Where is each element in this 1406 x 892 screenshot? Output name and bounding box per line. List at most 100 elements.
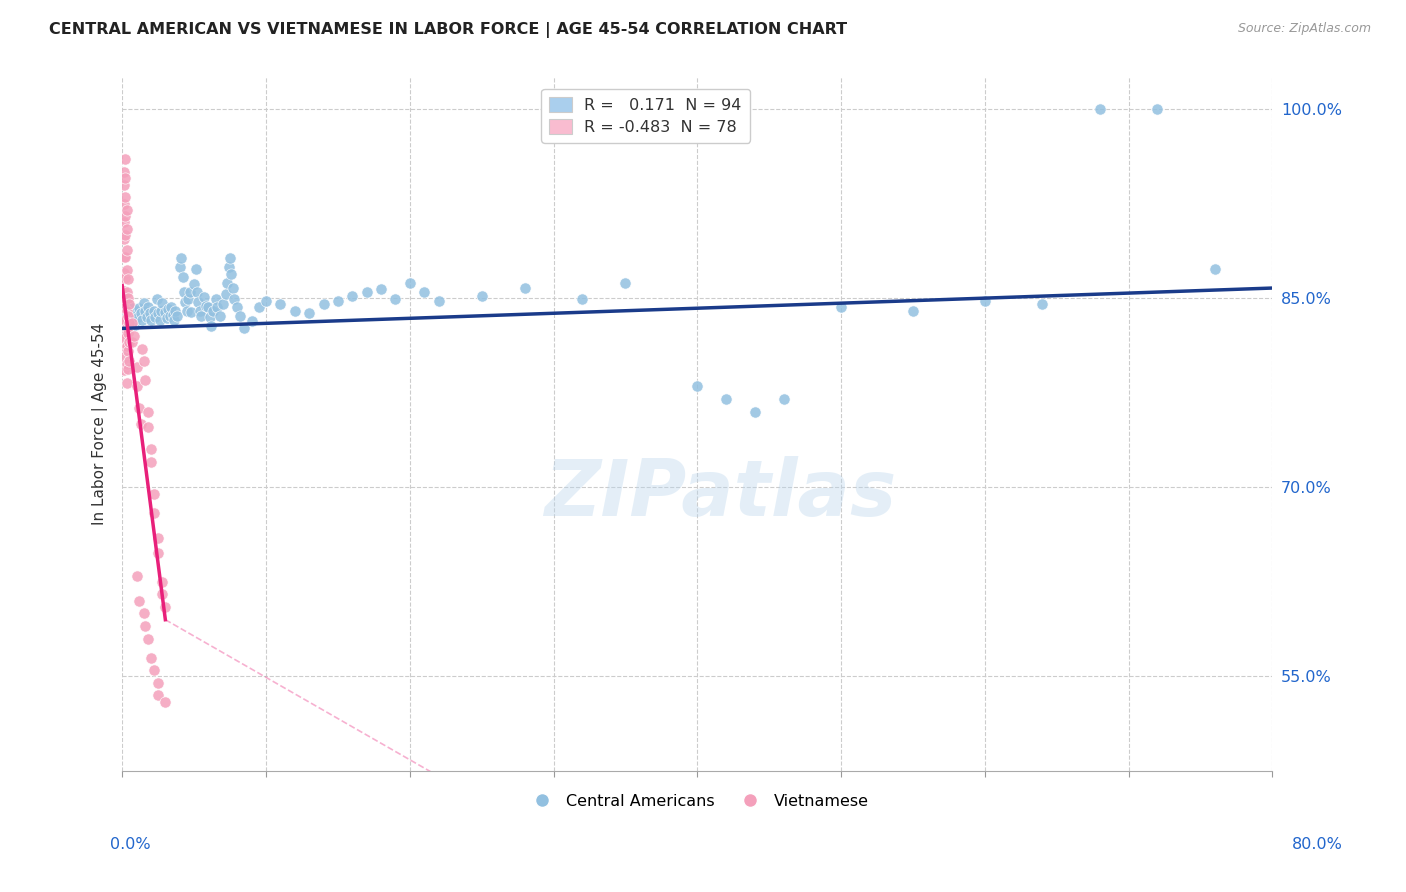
Point xyxy=(112,284,135,298)
Point xyxy=(114,228,136,243)
Point xyxy=(190,309,212,323)
Point xyxy=(131,312,153,326)
Point xyxy=(142,303,165,318)
Point xyxy=(744,404,766,418)
Point xyxy=(772,392,794,406)
Point xyxy=(129,417,152,432)
Point xyxy=(205,300,228,314)
Point xyxy=(901,303,924,318)
Point xyxy=(115,303,138,318)
Point xyxy=(162,308,184,322)
Point xyxy=(118,297,141,311)
Point xyxy=(112,178,135,192)
Point xyxy=(1088,102,1111,116)
Point xyxy=(114,312,136,326)
Point xyxy=(114,171,136,186)
Point xyxy=(156,311,179,326)
Point xyxy=(413,285,436,299)
Point xyxy=(117,344,139,359)
Point xyxy=(198,310,221,324)
Point xyxy=(471,288,494,302)
Point xyxy=(218,260,240,274)
Point xyxy=(112,215,135,229)
Point xyxy=(284,303,307,318)
Point xyxy=(184,262,207,277)
Point xyxy=(326,293,349,308)
Y-axis label: In Labor Force | Age 45-54: In Labor Force | Age 45-54 xyxy=(93,323,108,525)
Point xyxy=(830,300,852,314)
Point xyxy=(217,276,239,290)
Point xyxy=(155,695,177,709)
Point xyxy=(312,297,335,311)
Point xyxy=(186,285,208,299)
Point xyxy=(117,297,139,311)
Point xyxy=(152,296,174,310)
Point xyxy=(132,354,155,368)
Point xyxy=(117,291,139,305)
Point xyxy=(370,282,392,296)
Point xyxy=(112,232,135,246)
Point xyxy=(134,303,156,318)
Point xyxy=(114,153,136,167)
Point xyxy=(112,351,135,365)
Point xyxy=(193,290,215,304)
Point xyxy=(125,379,148,393)
Point xyxy=(115,357,138,371)
Point xyxy=(173,285,195,299)
Point xyxy=(229,309,252,323)
Point xyxy=(118,335,141,350)
Point xyxy=(973,293,995,308)
Point xyxy=(142,663,165,677)
Point xyxy=(233,321,256,335)
Point xyxy=(159,309,181,323)
Point xyxy=(114,291,136,305)
Point xyxy=(145,293,167,307)
Point xyxy=(134,619,156,633)
Point xyxy=(125,360,148,375)
Point xyxy=(118,354,141,368)
Text: 80.0%: 80.0% xyxy=(1292,838,1343,852)
Point xyxy=(180,305,202,319)
Point xyxy=(112,165,135,179)
Point xyxy=(112,300,135,314)
Point xyxy=(208,309,231,323)
Point xyxy=(114,209,136,223)
Point xyxy=(143,310,166,324)
Point xyxy=(114,271,136,285)
Point xyxy=(165,303,187,318)
Point xyxy=(155,305,177,319)
Point xyxy=(212,297,235,311)
Point xyxy=(204,293,226,307)
Point xyxy=(112,339,135,353)
Point xyxy=(115,285,138,299)
Point xyxy=(614,276,637,290)
Point xyxy=(183,277,205,292)
Point xyxy=(146,546,169,560)
Point xyxy=(142,486,165,500)
Point xyxy=(124,318,146,332)
Point xyxy=(174,294,197,309)
Point xyxy=(115,317,138,331)
Point xyxy=(139,455,162,469)
Point xyxy=(169,260,191,274)
Point xyxy=(120,314,142,328)
Point xyxy=(115,321,138,335)
Point xyxy=(117,309,139,323)
Point xyxy=(247,300,270,314)
Point xyxy=(115,339,138,353)
Point xyxy=(121,301,143,316)
Point xyxy=(224,293,246,307)
Point xyxy=(135,310,157,324)
Text: 0.0%: 0.0% xyxy=(110,838,150,852)
Point xyxy=(1031,297,1053,311)
Point xyxy=(222,281,245,295)
Point xyxy=(172,269,194,284)
Point xyxy=(513,281,536,295)
Point xyxy=(427,293,450,308)
Point xyxy=(128,401,150,415)
Point xyxy=(146,689,169,703)
Point xyxy=(197,300,219,314)
Point xyxy=(356,285,378,299)
Point xyxy=(269,297,291,311)
Point xyxy=(155,600,177,615)
